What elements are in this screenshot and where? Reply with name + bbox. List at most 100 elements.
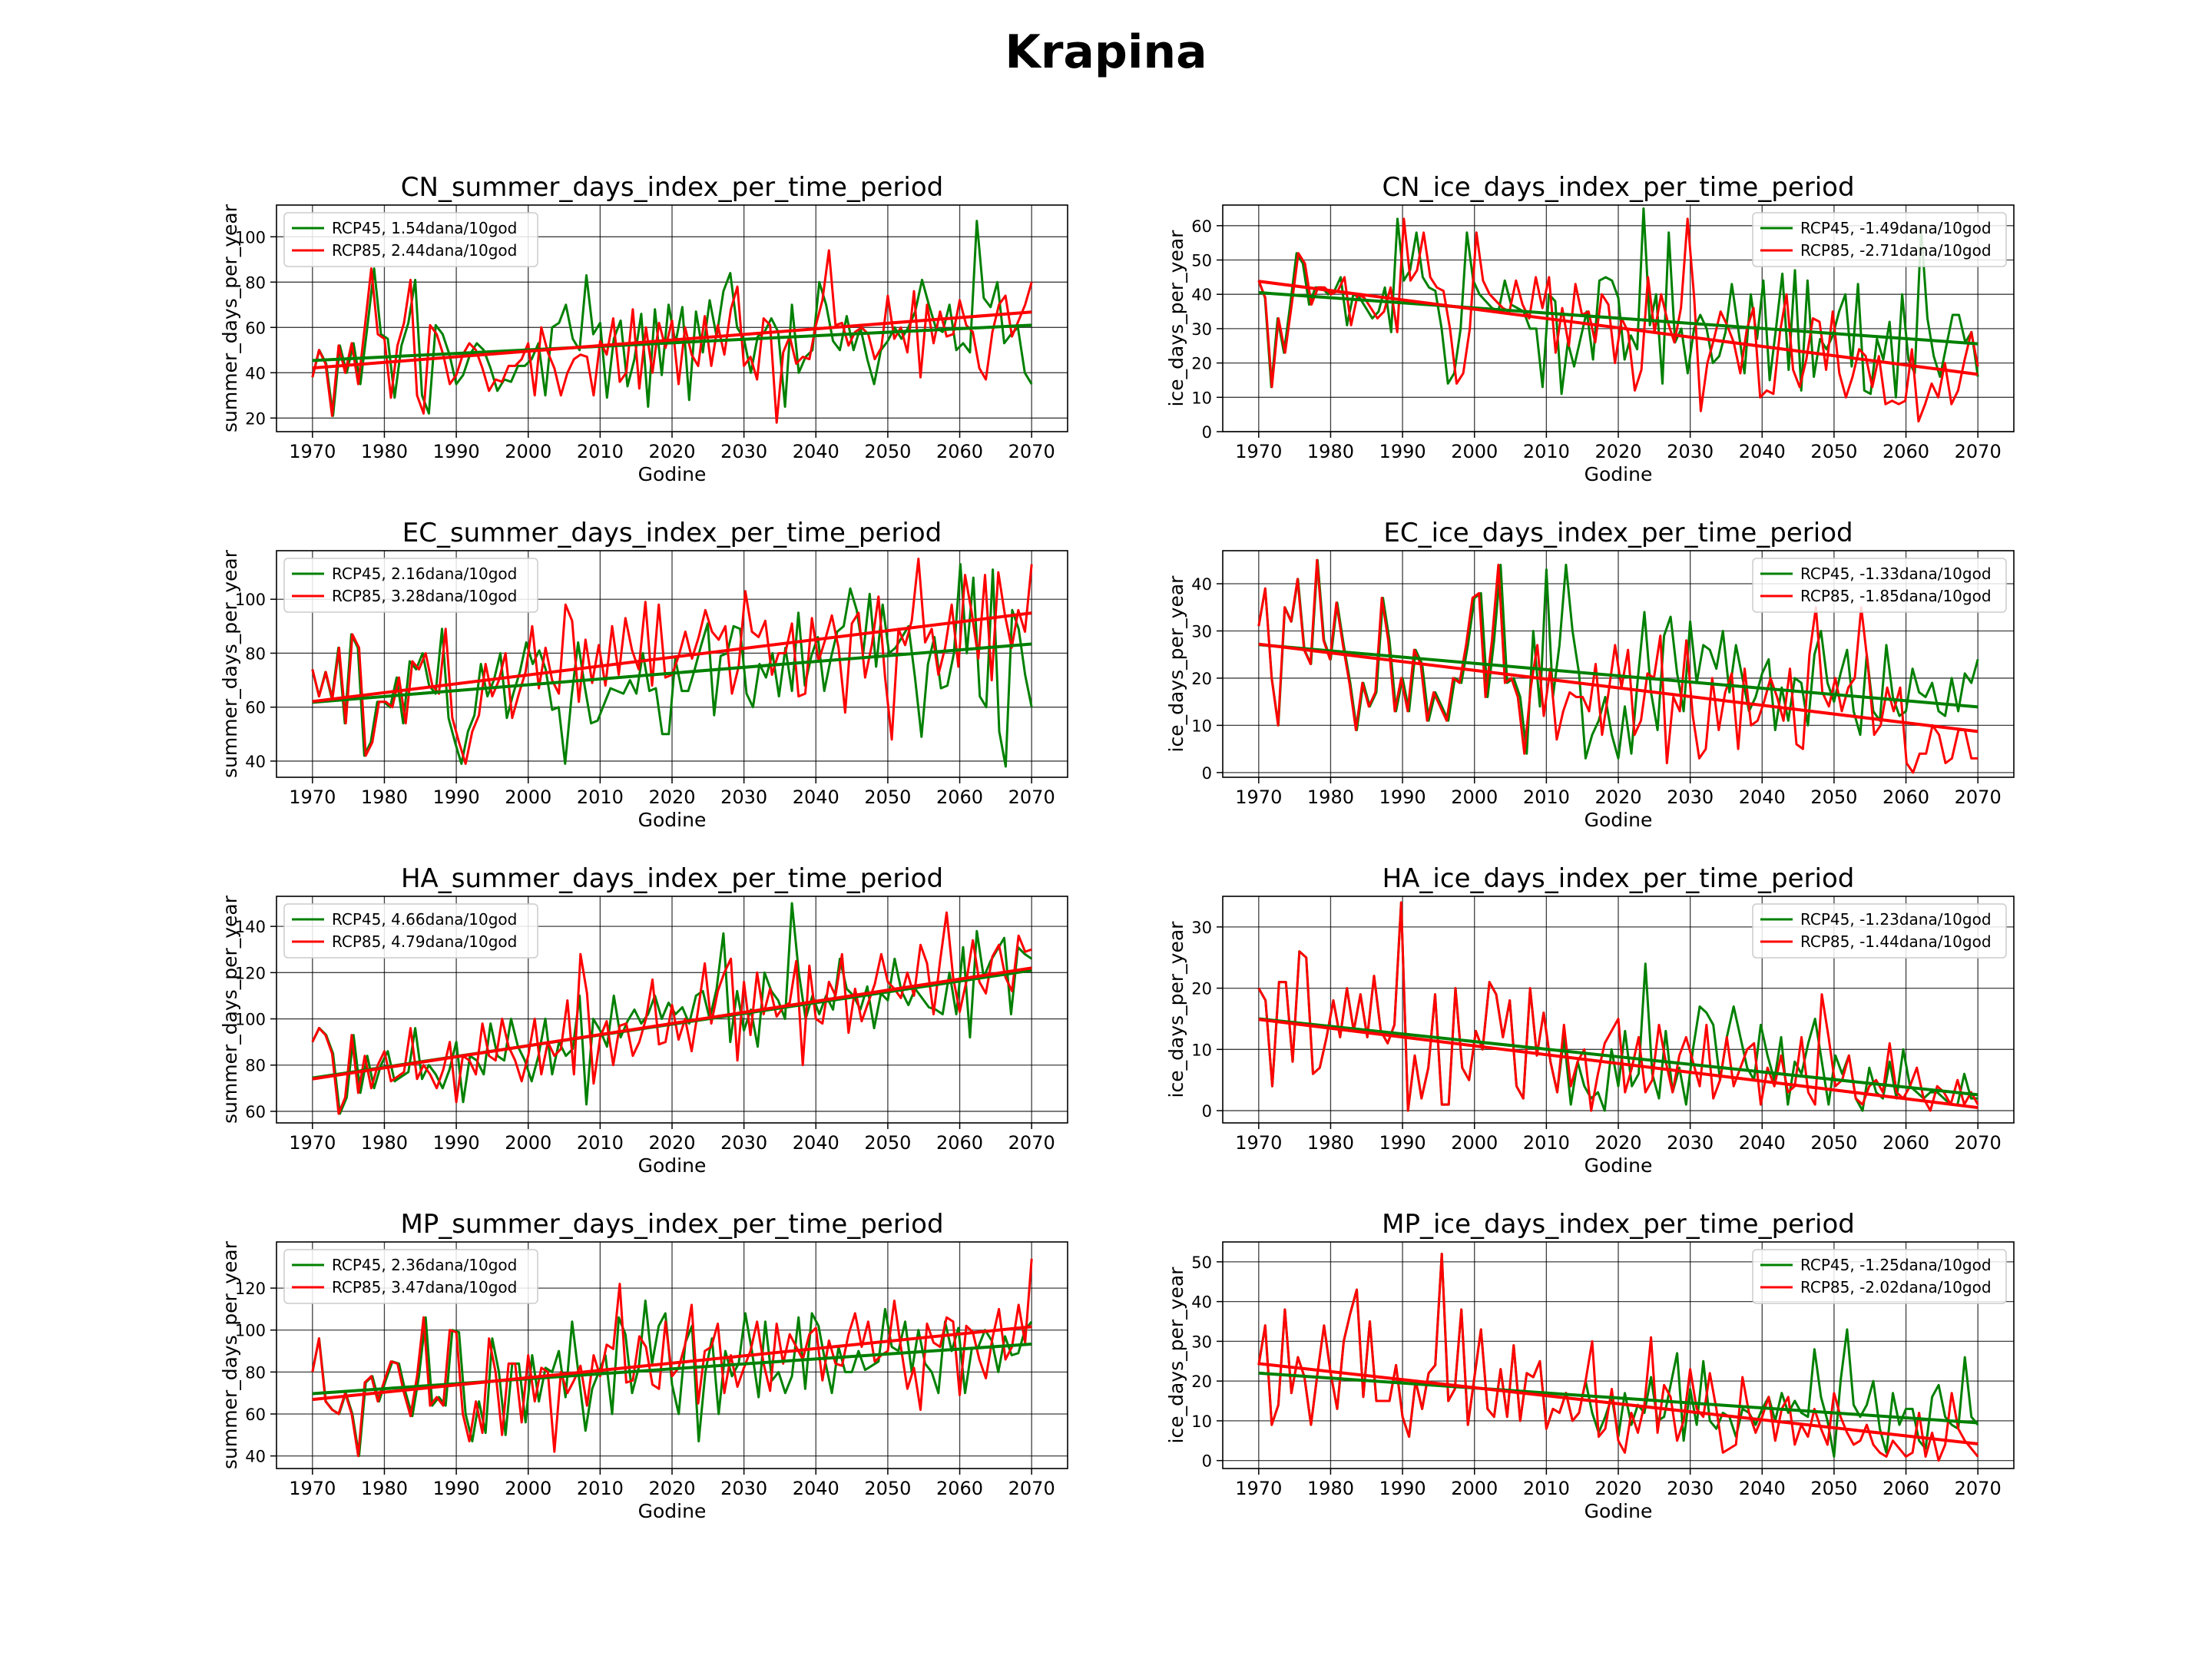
y-tick-label: 40 [1191,286,1212,304]
y-tick-label: 20 [1191,355,1212,373]
x-tick-label: 1980 [361,1132,408,1154]
y-axis-label: ice_days_per_year [1165,230,1187,407]
y-tick-label: 30 [1191,622,1212,641]
y-tick-label: 50 [1191,252,1212,270]
x-tick-label: 1990 [433,786,480,808]
y-tick-label: 40 [245,753,266,771]
y-tick-label: 0 [1202,1102,1212,1121]
x-tick-label: 2010 [1523,441,1570,462]
x-tick-label: 2060 [936,441,983,462]
trend-line-rcp45 [1258,290,1979,346]
x-tick-label: 2060 [1883,1132,1929,1154]
x-tick-label: 2010 [577,1478,624,1499]
chart-title: EC_summer_days_index_per_time_period [402,518,942,548]
chart-title: HA_ice_days_index_per_time_period [1382,863,1855,894]
x-tick-label: 1980 [1307,441,1354,462]
y-tick-label: 30 [1191,1333,1212,1351]
legend-box [1752,212,2007,267]
trend-line-rcp85 [1258,642,1979,733]
x-tick-label: 2070 [1955,1478,2002,1499]
trend-line-rcp45 [312,323,1032,363]
x-tick-label: 2000 [505,1478,551,1499]
x-tick-label: 2030 [720,441,767,462]
x-tick-label: 1990 [1379,441,1426,462]
y-tick-label: 60 [1191,217,1212,236]
x-tick-label: 2070 [1008,441,1055,462]
legend-label: RCP45, 2.16dana/10god [332,565,517,583]
x-tick-label: 1990 [433,441,480,462]
series-line-rcp45 [1257,207,1979,399]
legend-label: RCP45, 2.36dana/10god [332,1256,517,1274]
trend-line-rcp85 [312,1325,1032,1402]
x-tick-label: 1980 [361,441,408,462]
legend: RCP45, 4.66dana/10god RCP85, 4.79dana/10g… [283,903,538,959]
series-line-rcp85 [1257,1253,1979,1462]
series-group [1257,558,1979,774]
chart-panel-2: CN_ice_days_index_per_time_period 1970 198… [1165,172,2015,485]
x-tick-label: 2020 [1594,1132,1641,1154]
x-tick-label: 1980 [1307,1132,1354,1154]
x-tick-label: 2060 [936,1132,983,1154]
legend-box [1752,903,2007,959]
x-tick-label: 1970 [289,786,336,808]
y-tick-label: 60 [245,699,266,717]
x-tick-label: 2020 [648,786,695,808]
chart-title: MP_ice_days_index_per_time_period [1382,1209,1855,1240]
x-tick-label: 1990 [1379,1478,1426,1499]
y-tick-label: 60 [245,1103,266,1121]
x-tick-label: 2010 [577,786,624,808]
x-tick-label: 2050 [864,441,911,462]
x-tick-label: 2060 [936,786,983,808]
y-tick-label: 60 [245,319,266,337]
x-tick-label: 2000 [505,441,551,462]
legend: RCP45, -1.49dana/10god RCP85, -2.71dana/1… [1752,212,2007,267]
y-tick-label: 100 [235,1011,266,1029]
x-tick-label: 2000 [1451,786,1498,808]
series-group [311,1258,1033,1458]
trend-line-rcp85 [312,611,1032,704]
x-tick-label: 2060 [936,1478,983,1499]
series-line-rcp85 [1257,558,1979,774]
x-tick-label: 1970 [1235,441,1282,462]
x-tick-label: 1970 [1235,786,1282,808]
legend-label: RCP85, 2.44dana/10god [332,241,517,260]
legend-label: RCP85, 3.28dana/10god [332,587,517,605]
x-tick-label: 2010 [577,1132,624,1154]
legend-box [283,558,538,613]
panels: CN_summer_days_index_per_time_period 1970… [219,172,2015,1522]
y-tick-label: 120 [235,1280,266,1298]
y-axis-label: summer_days_per_year [219,204,241,432]
chart-panel-7: MP_summer_days_index_per_time_period 1970… [219,1209,1068,1522]
x-tick-label: 2060 [1883,1478,1929,1499]
y-tick-label: 10 [1191,1041,1212,1059]
legend-label: RCP45, -1.25dana/10god [1800,1256,1992,1274]
y-tick-label: 120 [235,964,266,982]
y-tick-label: 80 [245,1363,266,1382]
y-tick-label: 80 [245,644,266,663]
chart-title: CN_summer_days_index_per_time_period [401,172,943,203]
x-axis-label: Godine [1584,1500,1653,1522]
x-tick-label: 1970 [1235,1132,1282,1154]
series-line-rcp45 [311,563,1033,768]
x-tick-label: 2060 [1883,441,1929,462]
trend-line-rcp85 [312,310,1032,370]
legend-box [283,903,538,959]
y-tick-label: 60 [245,1406,266,1424]
y-tick-label: 30 [1191,919,1212,937]
x-tick-label: 1980 [361,1478,408,1499]
y-tick-label: 80 [245,273,266,292]
x-tick-label: 2050 [1810,441,1857,462]
y-tick-label: 100 [235,228,266,247]
legend: RCP45, -1.25dana/10god RCP85, -2.02dana/1… [1752,1249,2007,1304]
x-tick-label: 1970 [289,441,336,462]
series-line-rcp85 [1257,217,1979,423]
series-group [1257,1253,1979,1462]
legend-label: RCP45, 4.66dana/10god [332,910,517,929]
chart-panel-1: CN_summer_days_index_per_time_period 1970… [219,172,1068,485]
x-tick-label: 2070 [1955,786,2002,808]
x-tick-label: 2070 [1955,441,2002,462]
y-tick-label: 100 [235,1322,266,1340]
x-tick-label: 1980 [1307,786,1354,808]
legend-label: RCP85, -1.85dana/10god [1800,587,1992,605]
legend-box [1752,558,2007,613]
